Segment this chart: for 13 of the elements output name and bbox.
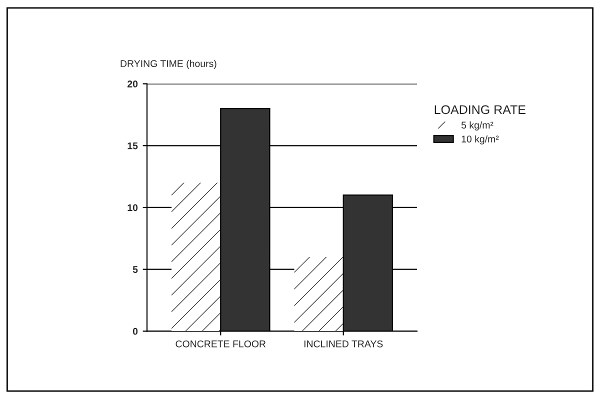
x-tick-label: CONCRETE FLOOR	[176, 340, 266, 348]
bar	[172, 182, 221, 332]
x-tick-label: INCLINED TRAYS	[304, 340, 383, 348]
y-tick-label: 0	[132, 328, 138, 335]
bar	[294, 256, 344, 332]
y-axis-title: DRYING TIME (hours)	[120, 60, 216, 69]
y-tick-label: 20	[127, 80, 138, 88]
y-tick-label: 10	[128, 204, 138, 212]
legend-label: 5 kg/m²	[461, 121, 494, 130]
y-tick-label: 15	[128, 142, 138, 150]
y-tick-label: 5	[132, 266, 138, 273]
legend-title: LOADING RATE	[434, 105, 526, 114]
legend-label: 10 kg/m²	[462, 135, 499, 144]
